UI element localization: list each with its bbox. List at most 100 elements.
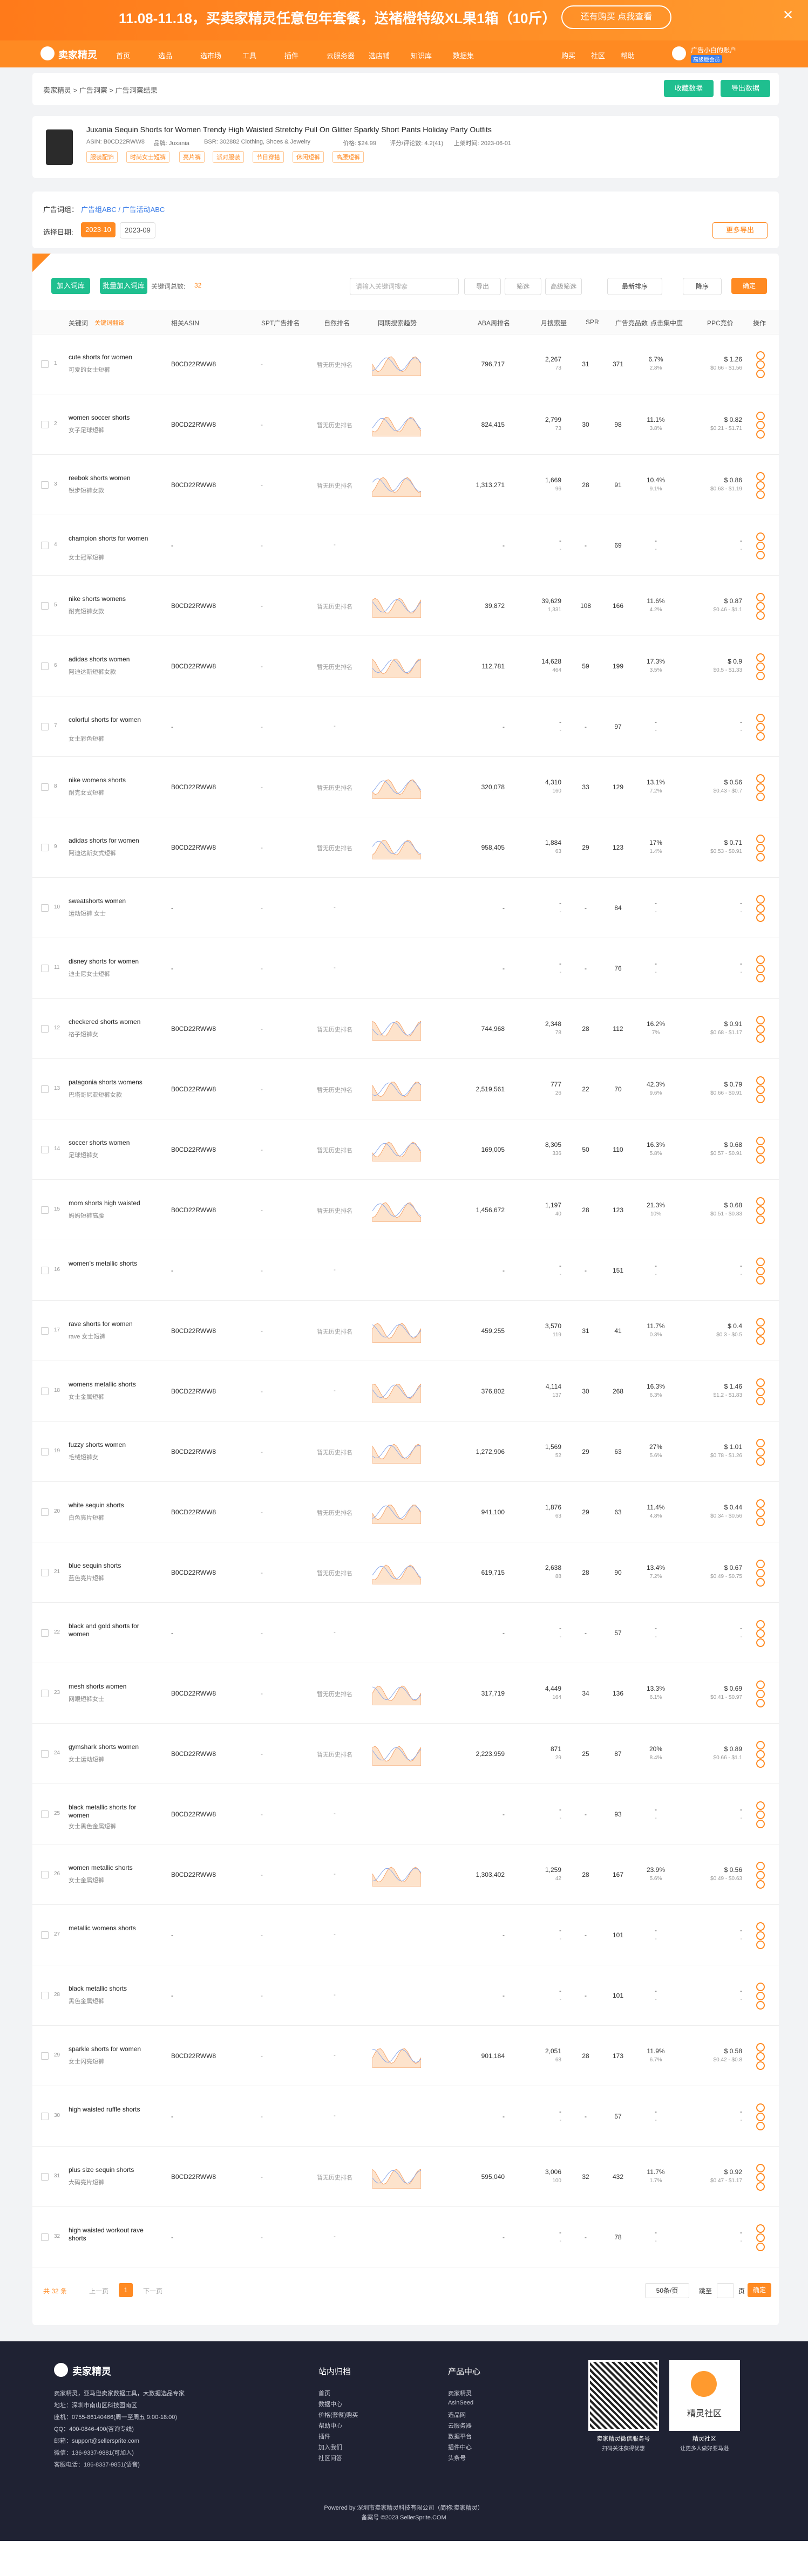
row-action[interactable] <box>756 965 765 973</box>
footer-link[interactable]: 帮助中心 <box>318 2423 342 2429</box>
nav-item[interactable]: 工具 <box>242 52 257 60</box>
row-checkbox[interactable] <box>41 2052 49 2060</box>
row-action[interactable] <box>756 1983 765 1991</box>
row-action[interactable] <box>756 904 765 913</box>
row-action[interactable] <box>756 974 765 982</box>
footer-link[interactable]: 社区问答 <box>318 2455 342 2462</box>
row-checkbox[interactable] <box>41 904 49 912</box>
row-action[interactable] <box>756 2061 765 2070</box>
row-action[interactable] <box>756 1880 765 1889</box>
banner-button[interactable]: 还有购买 点我查看 <box>561 5 671 29</box>
row-action[interactable] <box>756 714 765 722</box>
row-action[interactable] <box>756 1801 765 1810</box>
nav-right-item[interactable]: 购买 <box>561 52 576 60</box>
page-size[interactable]: 50条/页 <box>645 2283 689 2298</box>
row-action[interactable] <box>756 672 765 680</box>
row-action[interactable] <box>756 1155 765 1164</box>
row-action[interactable] <box>756 1025 765 1034</box>
row-action[interactable] <box>756 1258 765 1266</box>
row-action[interactable] <box>756 602 765 611</box>
action-button[interactable]: 导出数据 <box>721 80 770 97</box>
toolbar-button[interactable]: 加入词库 <box>51 278 90 294</box>
row-checkbox[interactable] <box>41 542 49 549</box>
row-action[interactable] <box>756 1699 765 1707</box>
row-action[interactable] <box>756 1146 765 1154</box>
row-checkbox[interactable] <box>41 1569 49 1576</box>
row-action[interactable] <box>756 1518 765 1526</box>
order-select[interactable]: 降序 <box>683 278 722 295</box>
row-checkbox[interactable] <box>41 1327 49 1335</box>
footer-link[interactable]: 数据平台 <box>448 2434 472 2440</box>
footer-link[interactable]: 加入我们 <box>318 2444 342 2451</box>
row-action[interactable] <box>756 1016 765 1024</box>
row-checkbox[interactable] <box>41 1448 49 1456</box>
row-action[interactable] <box>756 853 765 862</box>
row-action[interactable] <box>756 490 765 499</box>
row-checkbox[interactable] <box>41 1931 49 1939</box>
row-action[interactable] <box>756 481 765 490</box>
row-action[interactable] <box>756 421 765 429</box>
row-checkbox[interactable] <box>41 783 49 791</box>
row-action[interactable] <box>756 1871 765 1880</box>
nav-item[interactable]: 云服务器 <box>327 52 355 60</box>
row-action[interactable] <box>756 1810 765 1819</box>
row-action[interactable] <box>756 611 765 620</box>
row-action[interactable] <box>756 1448 765 1457</box>
tool-button[interactable]: 导出 <box>464 278 501 295</box>
row-action[interactable] <box>756 1137 765 1145</box>
avatar[interactable] <box>672 46 686 60</box>
row-action[interactable] <box>756 774 765 783</box>
row-action[interactable] <box>756 1741 765 1750</box>
row-action[interactable] <box>756 1439 765 1447</box>
row-checkbox[interactable] <box>41 1508 49 1516</box>
pagination-next[interactable]: 下一页 <box>143 2287 163 2295</box>
tool-button[interactable]: 高级筛选 <box>545 278 582 295</box>
nav-item[interactable]: 知识库 <box>411 52 432 60</box>
action-button[interactable]: 收藏数据 <box>664 80 714 97</box>
row-checkbox[interactable] <box>41 360 49 368</box>
row-action[interactable] <box>756 1206 765 1215</box>
row-checkbox[interactable] <box>41 602 49 610</box>
row-action[interactable] <box>756 1276 765 1284</box>
row-checkbox[interactable] <box>41 2113 49 2120</box>
row-checkbox[interactable] <box>41 2173 49 2181</box>
row-action[interactable] <box>756 551 765 559</box>
footer-link[interactable]: 插件中心 <box>448 2444 472 2451</box>
row-checkbox[interactable] <box>41 1025 49 1033</box>
footer-link[interactable]: 价格(套餐)购买 <box>318 2412 358 2418</box>
nav-item[interactable]: 选市场 <box>200 52 222 60</box>
row-action[interactable] <box>756 1638 765 1647</box>
row-checkbox[interactable] <box>41 1629 49 1637</box>
date-option[interactable]: 2023-09 <box>120 222 155 238</box>
row-action[interactable] <box>756 1620 765 1629</box>
row-action[interactable] <box>756 412 765 420</box>
footer-link[interactable]: 插件 <box>318 2434 330 2440</box>
nav-item[interactable]: 选品 <box>158 52 173 60</box>
row-action[interactable] <box>756 2224 765 2233</box>
row-checkbox[interactable] <box>41 1146 49 1153</box>
row-checkbox[interactable] <box>41 421 49 428</box>
row-action[interactable] <box>756 370 765 378</box>
sort-select[interactable]: 最新排序 <box>607 278 662 295</box>
row-action[interactable] <box>756 1750 765 1759</box>
row-action[interactable] <box>756 1569 765 1577</box>
translate-toggle[interactable]: 关键词翻译 <box>94 320 124 326</box>
row-checkbox[interactable] <box>41 1085 49 1093</box>
row-action[interactable] <box>756 1397 765 1405</box>
nav-item[interactable]: 选店铺 <box>369 52 390 60</box>
row-action[interactable] <box>756 732 765 741</box>
row-action[interactable] <box>756 2052 765 2061</box>
row-action[interactable] <box>756 351 765 360</box>
row-action[interactable] <box>756 1336 765 1345</box>
confirm-button[interactable]: 确定 <box>731 278 767 294</box>
row-action[interactable] <box>756 2122 765 2130</box>
row-action[interactable] <box>756 1940 765 1949</box>
row-action[interactable] <box>756 2043 765 2052</box>
row-checkbox[interactable] <box>41 662 49 670</box>
row-checkbox[interactable] <box>41 965 49 972</box>
nav-right-item[interactable]: 帮助 <box>621 52 635 60</box>
row-action[interactable] <box>756 1820 765 1828</box>
nav-item[interactable]: 首页 <box>116 52 131 60</box>
row-checkbox[interactable] <box>41 723 49 730</box>
tool-button[interactable]: 筛选 <box>505 278 541 295</box>
